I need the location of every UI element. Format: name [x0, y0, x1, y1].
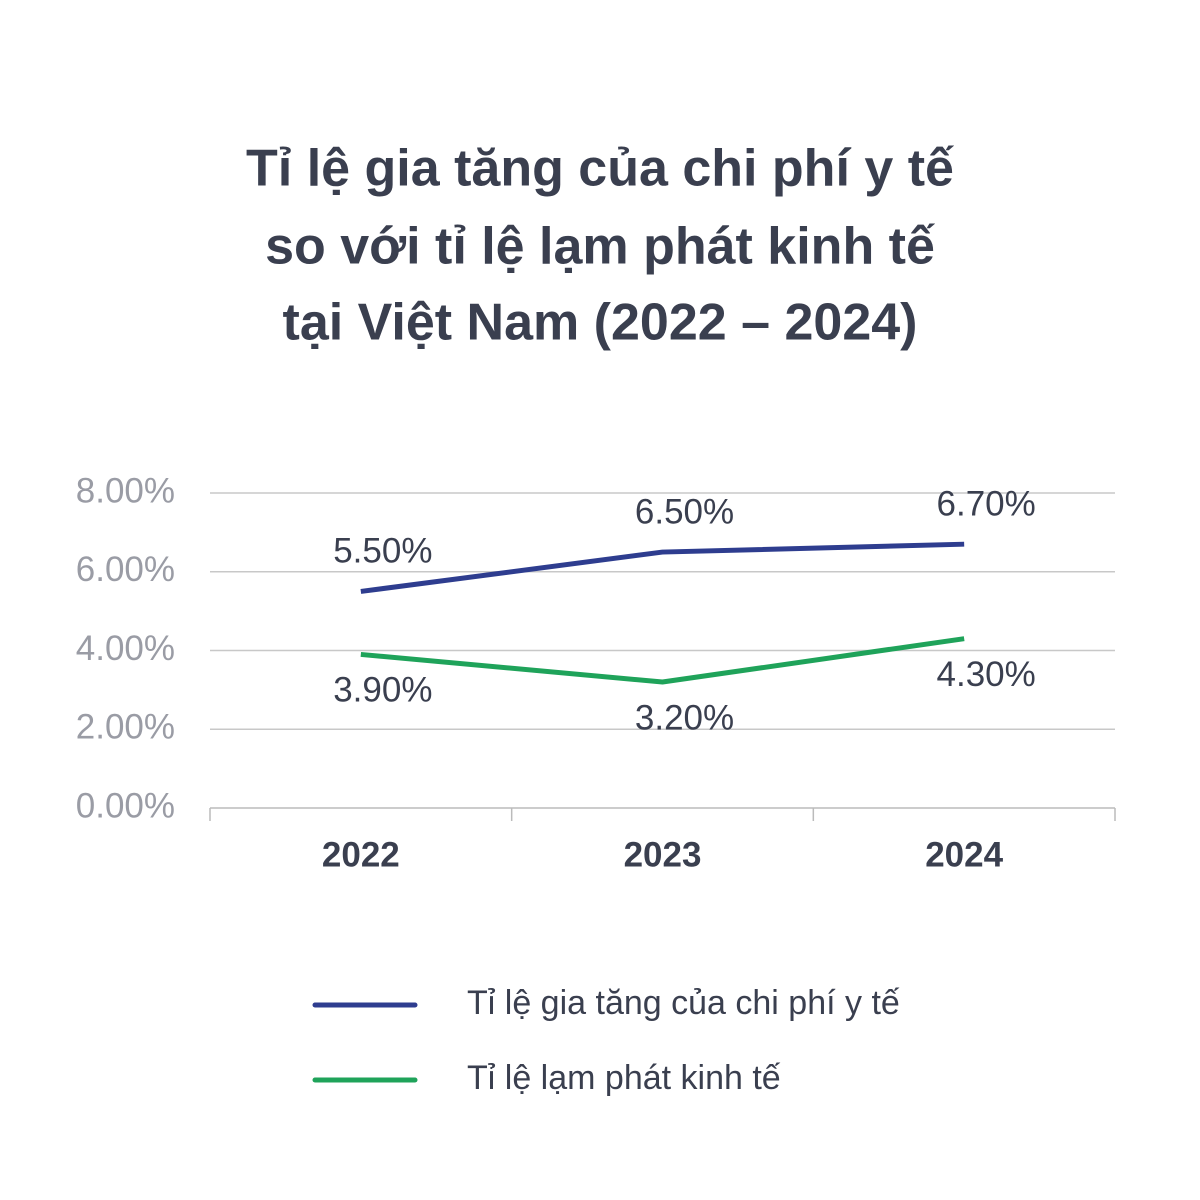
y-tick-label: 8.00% — [76, 471, 175, 510]
chart-title: so với tỉ lệ lạm phát kinh tế — [265, 218, 935, 276]
x-tick-label: 2023 — [624, 835, 702, 874]
data-label: 6.50% — [635, 492, 734, 531]
data-label: 4.30% — [937, 655, 1036, 694]
x-tick-label: 2022 — [322, 835, 400, 874]
series-line — [360, 636, 965, 685]
x-tick-label: 2024 — [925, 835, 1003, 874]
y-tick-label: 4.00% — [76, 629, 175, 668]
series-line — [360, 541, 965, 594]
data-label: 5.50% — [333, 532, 432, 571]
y-tick-label: 2.00% — [76, 708, 175, 747]
legend-label: Tỉ lệ gia tăng của chi phí y tế — [467, 984, 900, 1022]
legend-label: Tỉ lệ lạm phát kinh tế — [467, 1059, 781, 1097]
y-tick-label: 6.00% — [76, 550, 175, 589]
y-tick-label: 0.00% — [76, 786, 175, 825]
chart-title: Tỉ lệ gia tăng của chi phí y tế — [246, 140, 954, 198]
data-label: 6.70% — [937, 484, 1036, 523]
data-label: 3.90% — [333, 671, 432, 710]
chart-title: tại Việt Nam (2022 – 2024) — [283, 294, 918, 352]
data-label: 3.20% — [635, 698, 734, 737]
